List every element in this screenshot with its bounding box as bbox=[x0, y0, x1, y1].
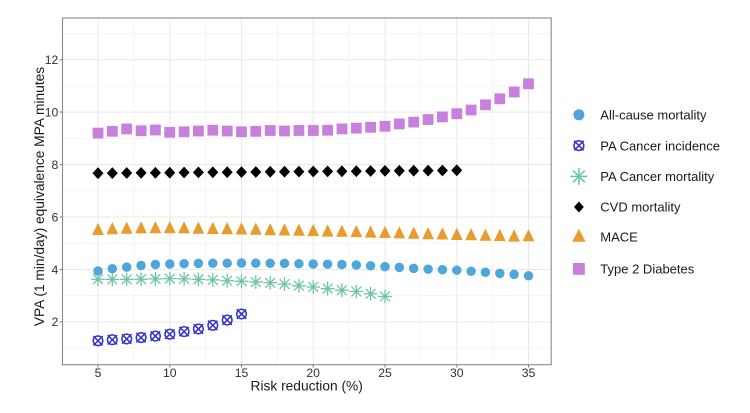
svg-text:VPA (1 min/day) equivalence MP: VPA (1 min/day) equivalence MPA minutes bbox=[32, 67, 47, 326]
svg-text:30: 30 bbox=[450, 366, 464, 380]
svg-text:10: 10 bbox=[163, 366, 177, 380]
svg-text:Risk reduction (%): Risk reduction (%) bbox=[251, 378, 363, 393]
svg-text:35: 35 bbox=[522, 366, 536, 380]
svg-text:PA Cancer incidence: PA Cancer incidence bbox=[600, 138, 720, 153]
svg-text:12: 12 bbox=[45, 53, 59, 67]
svg-text:5: 5 bbox=[95, 366, 102, 380]
svg-text:All-cause mortality: All-cause mortality bbox=[600, 108, 707, 123]
svg-text:Type 2 Diabetes: Type 2 Diabetes bbox=[600, 262, 694, 277]
svg-text:CVD mortality: CVD mortality bbox=[600, 200, 681, 215]
svg-text:20: 20 bbox=[306, 366, 320, 380]
svg-text:25: 25 bbox=[378, 366, 392, 380]
svg-text:15: 15 bbox=[235, 366, 249, 380]
svg-text:PA Cancer mortality: PA Cancer mortality bbox=[600, 169, 714, 184]
svg-text:8: 8 bbox=[52, 158, 59, 172]
svg-text:MACE: MACE bbox=[600, 229, 638, 244]
svg-text:10: 10 bbox=[45, 105, 59, 119]
svg-text:2: 2 bbox=[52, 315, 59, 329]
svg-text:4: 4 bbox=[52, 263, 59, 277]
svg-text:6: 6 bbox=[52, 210, 59, 224]
